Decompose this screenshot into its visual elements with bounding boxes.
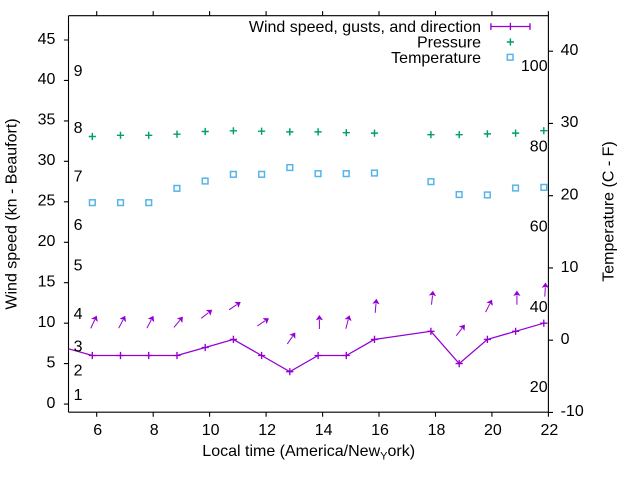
svg-text:25: 25 xyxy=(38,193,56,210)
svg-text:6: 6 xyxy=(74,217,83,234)
svg-text:Temperature (C - F): Temperature (C - F) xyxy=(601,141,618,281)
svg-text:10: 10 xyxy=(202,422,220,439)
svg-text:30: 30 xyxy=(561,114,579,131)
svg-text:18: 18 xyxy=(428,422,446,439)
svg-text:20: 20 xyxy=(530,379,548,396)
svg-text:2: 2 xyxy=(74,363,83,380)
svg-text:Local time (America/NewYork): Local time (America/NewYork) xyxy=(202,443,415,462)
svg-text:30: 30 xyxy=(38,152,56,169)
svg-text:8: 8 xyxy=(150,422,159,439)
svg-text:7: 7 xyxy=(74,168,83,185)
svg-text:Wind speed, gusts, and directi: Wind speed, gusts, and direction xyxy=(249,19,481,36)
svg-text:4: 4 xyxy=(74,306,83,323)
svg-text:35: 35 xyxy=(38,112,56,129)
svg-text:8: 8 xyxy=(74,120,83,137)
svg-text:40: 40 xyxy=(38,71,56,88)
svg-text:40: 40 xyxy=(530,299,548,316)
svg-text:14: 14 xyxy=(315,422,333,439)
svg-text:Wind speed (kn - Beaufort): Wind speed (kn - Beaufort) xyxy=(4,118,21,309)
svg-text:20: 20 xyxy=(38,233,56,250)
svg-text:16: 16 xyxy=(371,422,389,439)
svg-text:Temperature: Temperature xyxy=(391,50,481,67)
svg-text:40: 40 xyxy=(561,42,579,59)
svg-text:100: 100 xyxy=(521,58,548,75)
svg-text:1: 1 xyxy=(74,387,83,404)
svg-text:6: 6 xyxy=(93,422,102,439)
svg-text:-10: -10 xyxy=(561,403,584,420)
svg-text:15: 15 xyxy=(38,274,56,291)
svg-text:12: 12 xyxy=(258,422,276,439)
svg-text:20: 20 xyxy=(484,422,502,439)
svg-text:22: 22 xyxy=(541,422,559,439)
svg-text:0: 0 xyxy=(561,331,570,348)
svg-text:10: 10 xyxy=(561,259,579,276)
svg-text:0: 0 xyxy=(46,395,55,412)
svg-text:45: 45 xyxy=(38,31,56,48)
svg-text:9: 9 xyxy=(74,63,83,80)
svg-text:5: 5 xyxy=(46,354,55,371)
svg-text:Pressure: Pressure xyxy=(417,35,481,52)
svg-text:3: 3 xyxy=(74,338,83,355)
svg-text:20: 20 xyxy=(561,187,579,204)
svg-text:80: 80 xyxy=(530,138,548,155)
svg-text:10: 10 xyxy=(38,314,56,331)
svg-text:5: 5 xyxy=(74,257,83,274)
svg-text:60: 60 xyxy=(530,219,548,236)
